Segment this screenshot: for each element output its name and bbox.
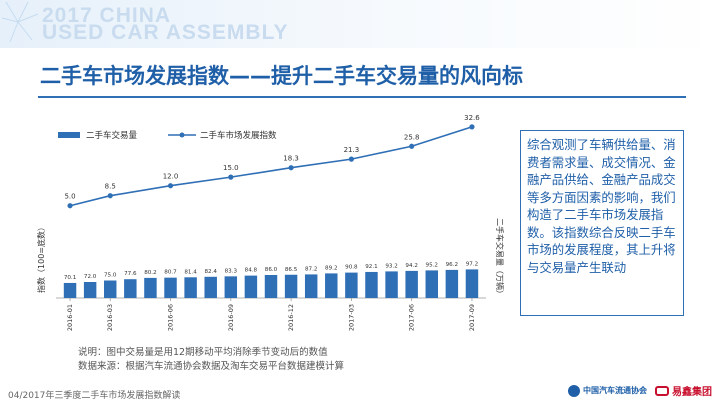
bar-value-label: 86.5 [285,267,298,273]
left-axis-label: 指数（100=底数） [36,223,46,293]
right-axis-label: 二手车交易量（万辆） [495,218,505,298]
x-tick-label: 2017-09 [468,304,476,331]
bar-value-label: 80.2 [144,270,156,276]
index-value-label: 21.3 [344,146,360,154]
index-value-label: 25.8 [404,133,420,141]
footer-logos: 中国汽车流通协会 易鑫集团 [568,383,712,398]
bar-value-label: 96.2 [446,262,458,268]
header-banner: 2017 CHINA USED CAR ASSEMBLY [0,0,720,48]
index-point-2016-06 [167,183,174,189]
x-tick-label: 2016-03 [106,304,114,331]
legend-line-label: 二手车市场发展指数 [200,130,277,141]
index-value-label: 18.3 [283,155,299,163]
caam-logo-text: 中国汽车流通协会 [583,386,647,395]
bar-value-label: 86.0 [265,267,278,273]
chart-legend: 二手车交易量 二手车市场发展指数 [58,130,277,141]
index-point-2017-09 [469,124,475,130]
bar-value-label: 94.2 [405,263,417,269]
bar-value-label: 84.8 [245,268,258,274]
bar-2017-03 [345,272,358,298]
index-point-2016-09 [228,174,234,180]
banner-title: 2017 CHINA USED CAR ASSEMBLY [42,4,289,44]
page-title: 二手车市场发展指数——提升二手车交易量的风向标 [40,64,523,88]
caam-logo-icon [568,384,580,397]
bar-2017-02 [325,273,338,298]
footer-text: 04/2017年三季度二手车市场发展指数解读 [8,391,181,401]
banner-line-1: 2017 CHINA [42,4,172,27]
bar-2016-03 [104,280,117,298]
bar-2017-06 [405,270,418,298]
legend-line-marker [179,132,185,138]
bar-2016-08 [204,276,217,298]
x-tick-label: 2016-09 [227,304,235,331]
bar-2016-02 [83,282,97,298]
bar-2017-01 [304,274,318,298]
bar-value-label: 97.2 [466,261,478,267]
bar-value-label: 72.0 [84,274,97,280]
bar-2016-07 [184,277,197,298]
x-axis-tick-labels: 2016-01 2016-03 2016-06 2016-09 2016-12 2017-… [66,298,476,331]
bar-value-label: 82.4 [204,269,217,275]
chart-area: 二手车交易量 二手车市场发展指数 指数（100=底数） 二手车交易量（万辆） 7… [36,114,505,331]
yixin-logo: 易鑫集团 [655,383,712,398]
index-point-2016-12 [288,165,294,171]
bar-value-label: 77.6 [124,271,137,277]
bar-value-label: 75.0 [104,273,117,279]
index-line-series: 5.0 8.5 12.0 15.0 18.3 21.3 25.8 32.6 [64,114,480,209]
bar-value-label: 81.4 [184,269,197,275]
bar-2017-07 [425,270,438,298]
bar-2016-12 [284,274,298,298]
bar-value-label: 70.1 [64,275,77,281]
x-tick-label: 2017-06 [408,304,416,331]
index-point-2016-03 [107,193,113,199]
bar-2016-11 [264,275,278,298]
bar-2017-04 [365,271,378,298]
x-tick-label: 2016-01 [66,304,74,331]
index-value-label: 12.0 [163,173,179,181]
index-point-2017-03 [348,156,354,162]
bar-value-label: 87.2 [305,266,317,272]
bar-value-labels: 70.1 72.0 75.0 77.6 80.2 80.7 81.4 82.4 83.3 84.8… [64,261,478,281]
bar-value-label: 95.2 [426,262,438,268]
legend-bar-label: 二手车交易量 [86,130,138,141]
bar-value-label: 89.2 [325,265,337,271]
bar-2017-09 [465,269,479,298]
index-value-label: 8.5 [105,183,116,191]
index-line [69,126,473,207]
bar-2016-05 [144,277,157,298]
bar-2017-08 [445,269,459,298]
x-tick-label: 2017-03 [347,304,355,331]
x-tick-label: 2016-06 [167,304,175,331]
bar-value-label: 80.7 [164,270,177,276]
banner-line-2: USED CAR ASSEMBLY [42,21,289,44]
title-divider [38,96,686,98]
bar-2016-09 [224,276,238,298]
bar-value-label: 90.8 [345,265,358,271]
yixin-logo-icon [655,385,669,396]
footnote-1: 说明：图中交易量是用12期移动平均消除季节变动后的数值 [78,347,328,358]
legend-bar-swatch [58,132,80,138]
yixin-logo-text: 易鑫集团 [672,387,712,398]
note-box: 综合观测了车辆供给量、消费者需求量、成交情况、金融产品供给、金融产品成交等多方面… [520,130,684,316]
banner-background [0,0,720,48]
bar-value-label: 92.1 [365,264,378,270]
index-point-2017-06 [409,143,415,149]
bar-2016-04 [124,279,137,298]
index-point-2016-01 [67,203,73,209]
footnote-2: 数据来源：根据汽车流通协会数据及淘车交易平台数据建模计算 [78,361,345,372]
bar-value-label: 93.2 [385,263,397,269]
bar-2017-05 [385,271,398,298]
bar-2016-10 [244,275,258,298]
x-tick-label: 2016-12 [287,304,295,331]
bar-value-label: 83.3 [225,268,238,274]
index-value-label: 5.0 [64,193,75,201]
index-value-label: 32.6 [464,114,480,122]
caam-logo: 中国汽车流通协会 [568,384,647,397]
bar-2016-01 [63,282,77,298]
bar-2016-06 [164,277,177,298]
index-value-label: 15.0 [223,164,239,172]
bar-series [63,269,479,298]
